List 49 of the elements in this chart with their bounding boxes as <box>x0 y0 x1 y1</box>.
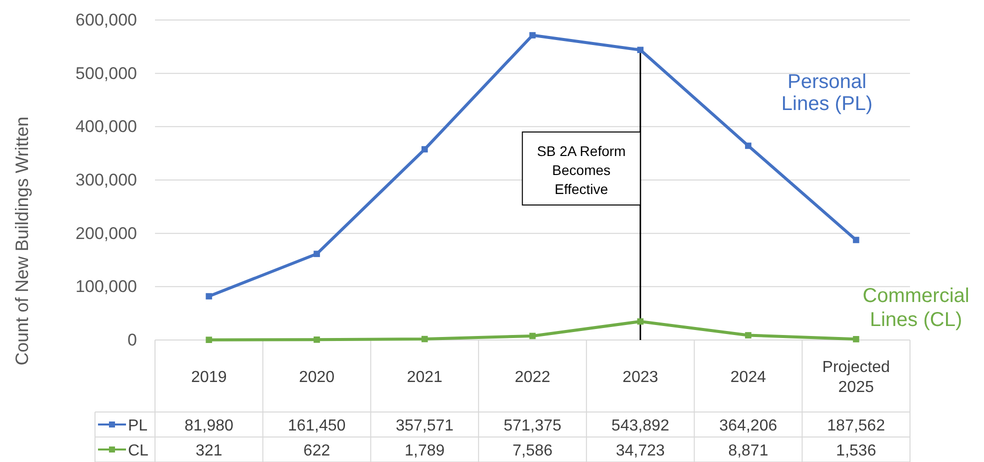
data-label: 1,536 <box>836 442 876 460</box>
point <box>421 146 428 152</box>
data-label: 8,871 <box>728 442 768 460</box>
point <box>745 332 752 338</box>
annotation: Personal Lines (PL) <box>781 71 873 115</box>
point <box>745 142 752 149</box>
y-tick-label: 500,000 <box>76 64 137 83</box>
data-label: 364,206 <box>719 418 778 434</box>
legend-label: PL <box>128 418 148 434</box>
x-tick-label: 2022 <box>514 369 550 386</box>
ref-line-label: SB 2A Reform Becomes Effective <box>537 143 626 197</box>
point <box>637 46 644 54</box>
data-label: 571,375 <box>504 418 562 434</box>
x-tick-label: 2019 <box>191 369 227 386</box>
point <box>529 32 536 38</box>
point <box>529 332 536 340</box>
point <box>314 250 320 258</box>
data-label: 357,571 <box>396 418 454 434</box>
annotation: Commercial Lines (CL) <box>862 285 970 331</box>
y-tick-label: 400,000 <box>76 117 137 136</box>
point <box>852 336 860 342</box>
data-label: 34,723 <box>616 442 665 460</box>
data-label: 622 <box>303 442 330 460</box>
y-tick-label: 0 <box>128 330 137 350</box>
y-tick-label: 300,000 <box>76 170 137 190</box>
label-box: SB 2A Reform Becomes Effective <box>522 132 641 206</box>
legend-label: CL <box>128 442 149 460</box>
data-label: 161,450 <box>288 418 346 434</box>
x-tick-label: Projected 2025 <box>822 359 890 396</box>
y-axis-title: Count of New Buildings Written <box>12 116 32 366</box>
x-tick-label: 2023 <box>622 369 658 386</box>
point <box>637 318 644 325</box>
data-label: 543,892 <box>611 418 670 434</box>
data-label: 7,586 <box>512 442 553 460</box>
x-tick-label: 2020 <box>298 369 335 386</box>
y-tick-label: 200,000 <box>76 224 137 243</box>
point <box>852 236 860 244</box>
data-label: 187,562 <box>827 418 886 434</box>
point <box>421 336 428 342</box>
y-tick-label: 100,000 <box>76 277 137 296</box>
data-label: 321 <box>196 442 222 460</box>
point <box>206 336 212 343</box>
data-label: 1,789 <box>404 442 445 460</box>
x-tick-label: 2024 <box>730 369 766 386</box>
point <box>206 293 212 300</box>
x-tick-label: 2021 <box>406 369 443 386</box>
point <box>314 336 320 343</box>
y-tick-label: 600,000 <box>76 10 137 30</box>
data-label: 81,980 <box>184 418 234 434</box>
